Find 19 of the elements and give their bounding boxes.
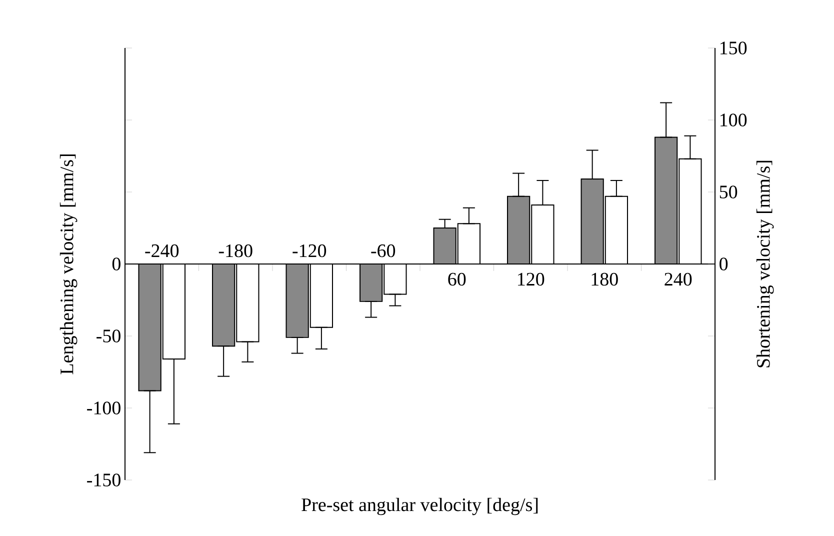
y-tick-label: -150 — [87, 474, 120, 486]
y-axis-title: Lengthening velocity [mm/s] — [60, 154, 78, 374]
x-tick-label: -60 — [371, 244, 396, 258]
y2-axis-title: Shortening velocity [mm/s] — [756, 160, 774, 368]
x-tick-label: -180 — [218, 244, 252, 258]
y2-tick-label: 150 — [720, 42, 747, 54]
x-tick-label: 60 — [448, 272, 466, 286]
y-tick-label: -100 — [87, 402, 120, 414]
y-tick-label: 0 — [112, 258, 120, 270]
x-tick-label: 180 — [592, 272, 618, 286]
y2-tick-label: 50 — [720, 186, 738, 198]
x-tick-label: -240 — [145, 244, 179, 258]
x-tick-label: -120 — [292, 244, 326, 258]
y2-tick-label: 0 — [720, 258, 728, 270]
x-tick-label: 120 — [518, 272, 544, 286]
y-tick-label: -50 — [96, 330, 120, 342]
y2-tick-label: 100 — [720, 114, 747, 126]
x-tick-label: 240 — [664, 272, 692, 286]
x-axis-title: Pre-set angular velocity [deg/s] — [302, 498, 538, 516]
